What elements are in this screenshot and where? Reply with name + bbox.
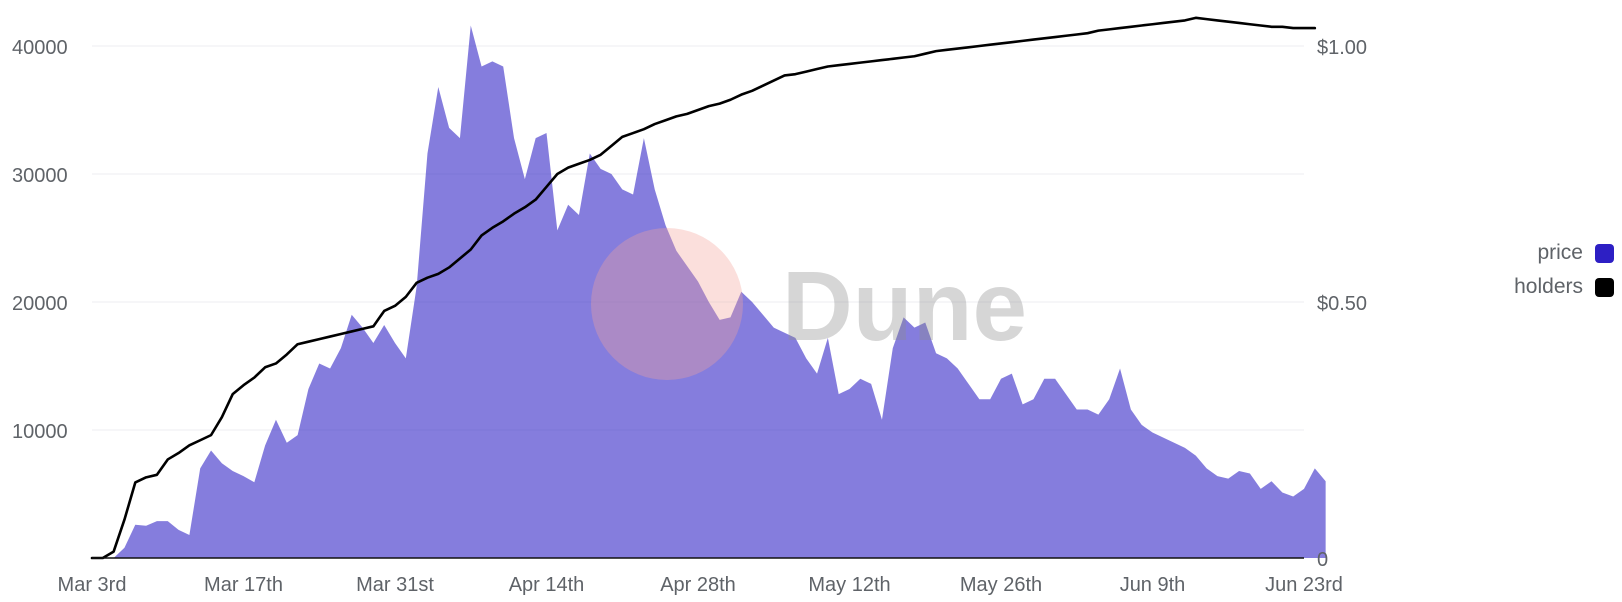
holders-line-layer bbox=[90, 16, 1317, 560]
right-y-tick-label: $0.50 bbox=[1317, 293, 1367, 315]
right-y-tick-label: 0 bbox=[1317, 549, 1328, 571]
x-tick-label: May 26th bbox=[960, 574, 1042, 596]
x-tick-label: Apr 14th bbox=[509, 574, 585, 596]
legend-label-price: price bbox=[1537, 241, 1583, 264]
right-y-tick-label: $1.00 bbox=[1317, 37, 1367, 59]
x-tick-label: Mar 3rd bbox=[58, 574, 127, 596]
dune-watermark: Dune bbox=[591, 228, 1027, 380]
left-y-tick-label: 30000 bbox=[12, 165, 68, 187]
x-tick-label: Apr 28th bbox=[660, 574, 736, 596]
price-area bbox=[92, 25, 1326, 558]
dune-logo-icon bbox=[591, 228, 743, 380]
x-tick-label: Jun 23rd bbox=[1265, 574, 1343, 596]
left-y-tick-label: 40000 bbox=[12, 37, 68, 59]
x-tick-label: Mar 31st bbox=[356, 574, 434, 596]
legend-swatch-holders bbox=[1595, 277, 1614, 297]
legend-label-holders: holders bbox=[1514, 275, 1583, 298]
legend-item-holders: holders bbox=[1394, 270, 1614, 304]
legend-item-price: price bbox=[1394, 236, 1614, 270]
x-tick-label: May 12th bbox=[808, 574, 890, 596]
price-area-layer bbox=[92, 25, 1326, 558]
x-tick-label: Mar 17th bbox=[204, 574, 283, 596]
holders-line bbox=[90, 16, 1317, 560]
watermark-label: Dune bbox=[782, 251, 1027, 361]
axes-layer: 40000 30000 20000 10000 $1.00 $0.50 0 Mar 3rd Ma… bbox=[12, 37, 1367, 596]
x-tick-label: Jun 9th bbox=[1120, 574, 1186, 596]
legend-swatch-price bbox=[1595, 243, 1614, 263]
legend: price holders bbox=[1394, 236, 1614, 306]
left-y-tick-label: 20000 bbox=[12, 293, 68, 315]
left-y-tick-label: 10000 bbox=[12, 421, 68, 443]
